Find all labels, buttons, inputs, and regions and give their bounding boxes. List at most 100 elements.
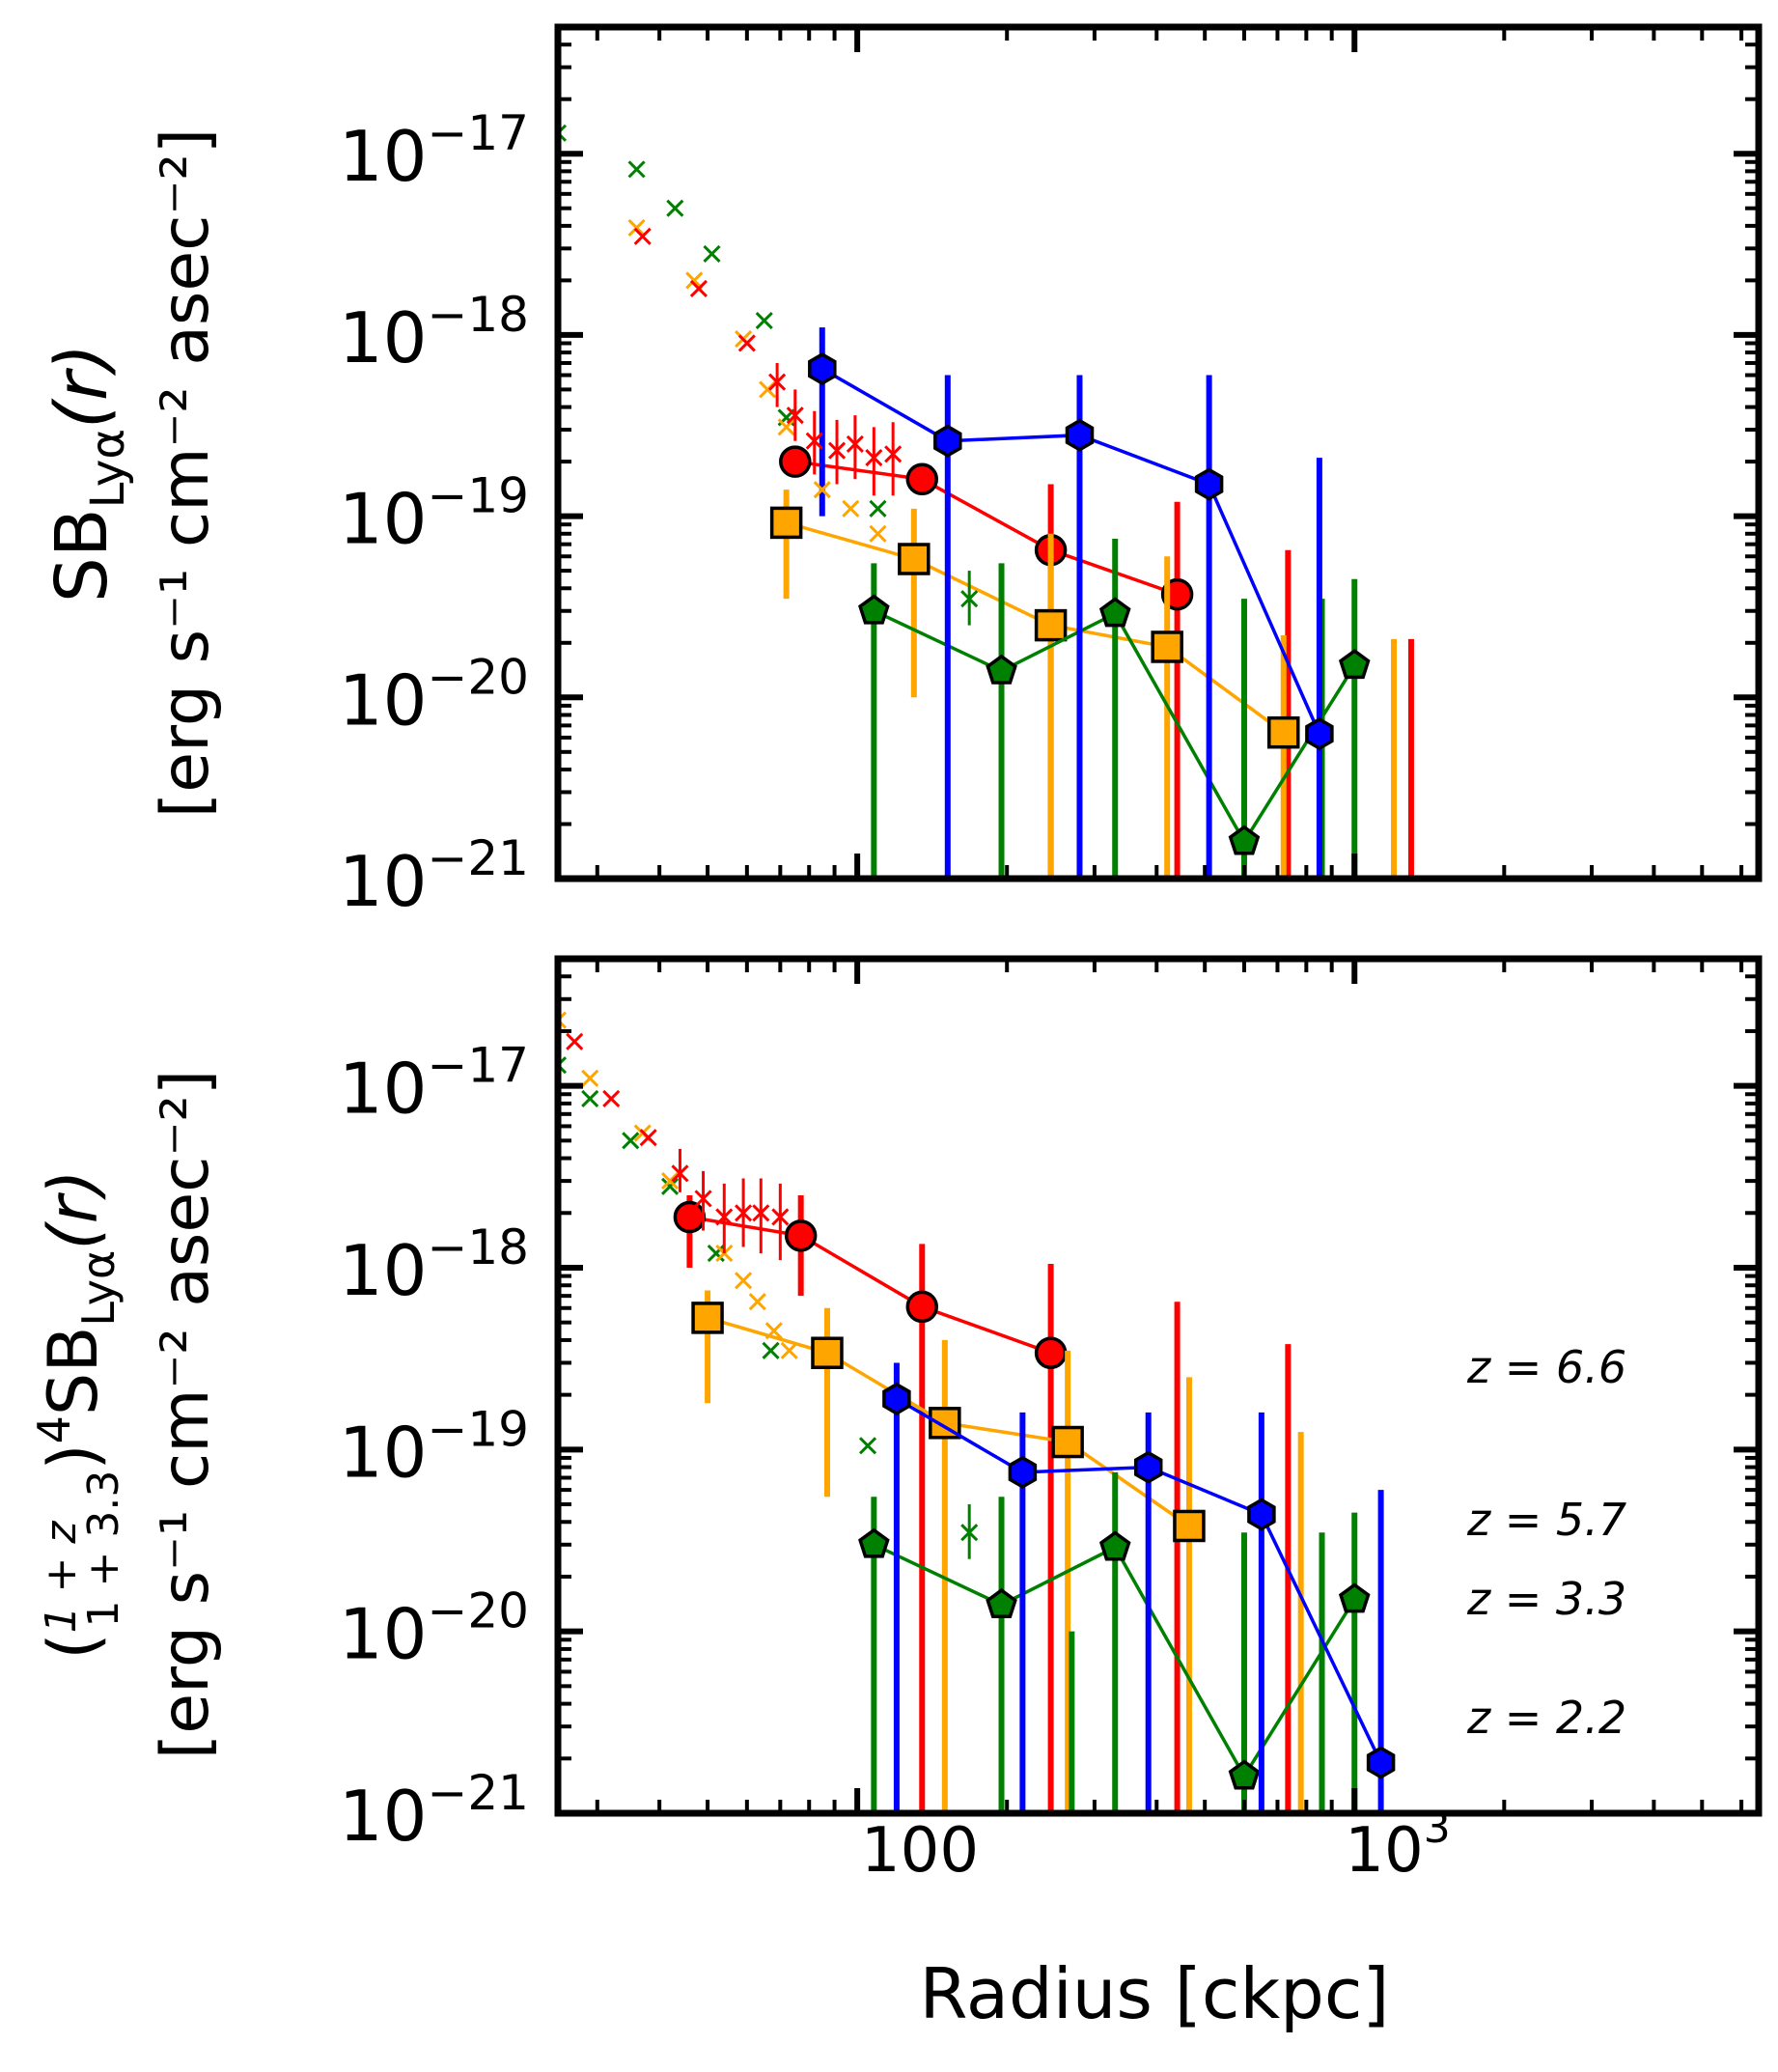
x-marker: [671, 1164, 689, 1183]
y-tick-label: 10−17: [339, 105, 529, 197]
hexagon-marker: [1065, 418, 1095, 452]
ticks: [558, 25, 1759, 882]
square-marker: [691, 1302, 724, 1334]
series-line: [896, 1397, 1383, 1764]
x-marker: [581, 1089, 599, 1108]
x-marker: [960, 1524, 979, 1542]
x-marker: [633, 227, 652, 245]
pentagon-marker: [986, 1587, 1017, 1619]
square-marker: [1034, 608, 1068, 642]
hexagon-marker: [882, 1382, 911, 1415]
x-marker: [707, 1245, 725, 1263]
y-tick-label: 10−18: [339, 1219, 529, 1311]
x-marker: [639, 1129, 657, 1147]
series-z-2-2-stack: [882, 1362, 1396, 1813]
x-marker: [777, 418, 795, 436]
svg-text:[erg s⁻¹ cm⁻² asec⁻²]: [erg s⁻¹ cm⁻² asec⁻²]: [148, 128, 224, 819]
legend-z33: z = 3.3: [1466, 1573, 1626, 1625]
svg-text:[erg s⁻¹ cm⁻² asec⁻²]: [erg s⁻¹ cm⁻² asec⁻²]: [148, 1070, 224, 1760]
x-marker: [661, 1177, 680, 1195]
series-z-6-6-stack: [673, 1195, 1292, 1813]
pentagon-marker: [986, 654, 1017, 685]
top-y-axis-label: SBLyα(r): [41, 344, 135, 602]
hexagon-marker: [933, 424, 962, 458]
hexagon-marker: [1366, 1746, 1396, 1779]
hexagon-marker: [1194, 467, 1224, 501]
series-z-5-7-inner: [627, 218, 887, 543]
pentagon-marker: [1228, 825, 1261, 855]
bottom-panel: 10−17 10−18 10−19 10−20 10−21: [339, 955, 1763, 1857]
x-marker: [759, 380, 777, 399]
svg-text:(1 + z1 + 3.3)4SBLyα(r): (1 + z1 + 3.3)4SBLyα(r): [28, 1169, 128, 1659]
x-marker: [755, 311, 773, 330]
circle-marker: [905, 1290, 939, 1324]
legend-z66: z = 6.6: [1466, 1341, 1626, 1393]
x-marker: [827, 441, 847, 460]
x-marker: [846, 434, 864, 453]
x-marker: [737, 334, 756, 352]
x-marker: [661, 1172, 680, 1190]
x-marker: [813, 481, 831, 499]
circle-marker: [905, 462, 939, 496]
series-z-3-3-stack: [858, 539, 1371, 879]
pentagon-marker: [1228, 1759, 1261, 1790]
x-marker: [752, 1204, 770, 1222]
x-marker: [805, 432, 823, 450]
series-line: [689, 1215, 1052, 1355]
x-marker: [858, 1437, 877, 1455]
circle-marker: [1034, 1336, 1068, 1369]
series-line: [794, 460, 1179, 597]
series-z-5-7-inner: [558, 1011, 798, 1359]
hexagon-marker: [1247, 1498, 1276, 1531]
x-marker: [622, 1132, 640, 1150]
x-marker: [869, 524, 887, 543]
pentagon-marker: [1338, 649, 1371, 680]
x-marker: [602, 1089, 621, 1108]
x-marker: [627, 160, 646, 179]
x-marker: [581, 1069, 599, 1087]
x-marker: [869, 499, 887, 518]
pentagon-marker: [1098, 1530, 1131, 1561]
x-axis-label: Radius [ckpc]: [919, 1953, 1389, 2034]
series-z-5-7-stack: [769, 490, 1398, 879]
x-marker: [842, 499, 860, 518]
x-marker: [762, 1341, 780, 1359]
x-marker: [780, 1341, 798, 1359]
hexagon-marker: [1305, 716, 1334, 751]
top-panel: 10−17 10−18 10−19 10−20 10−21: [339, 23, 1763, 922]
x-marker: [715, 1208, 734, 1226]
y-tick-label: 10−21: [339, 1765, 529, 1857]
series-z-3-3-stack: [858, 1471, 1371, 1813]
x-marker: [735, 1272, 753, 1290]
x-marker: [694, 1190, 712, 1208]
top-y-axis-unit: [erg s⁻¹ cm⁻² asec⁻²]: [148, 128, 224, 819]
axes-frame: [554, 23, 1763, 882]
y-tick-label: 10−17: [339, 1038, 529, 1130]
plot-area: [558, 124, 1414, 879]
y-tick-label: 10−19: [339, 1401, 529, 1493]
hexagon-marker: [1008, 1455, 1038, 1489]
y-tick-label: 10−21: [339, 830, 529, 922]
x-marker: [689, 279, 708, 298]
x-marker: [771, 1208, 790, 1226]
x-marker: [566, 1032, 584, 1050]
x-marker: [764, 1322, 783, 1340]
x-marker: [748, 1293, 766, 1311]
x-marker: [960, 590, 979, 608]
svg-text:SBLyα(r): SBLyα(r): [41, 344, 135, 602]
y-tick-label: 10−18: [339, 287, 529, 378]
circle-marker: [673, 1200, 707, 1234]
pentagon-marker: [1098, 597, 1131, 628]
square-marker: [1173, 1509, 1206, 1543]
x-tick-label-100: 100: [861, 1815, 979, 1887]
circle-marker: [784, 1219, 818, 1252]
square-marker: [1267, 715, 1300, 749]
x-marker: [685, 271, 704, 290]
series-z-6-6-inner: [566, 1032, 790, 1261]
square-marker: [1151, 630, 1183, 663]
pentagon-marker: [858, 594, 890, 625]
square-marker: [1051, 1425, 1084, 1459]
square-marker: [811, 1336, 844, 1369]
x-marker: [558, 124, 568, 142]
